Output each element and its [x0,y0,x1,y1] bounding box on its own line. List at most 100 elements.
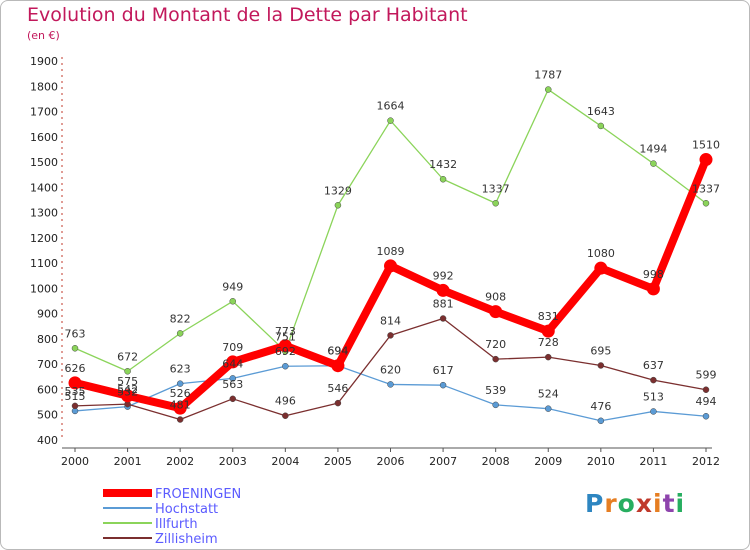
logo-letter: P [585,489,605,518]
data-label: 535 [65,385,86,398]
y-tick-label: 1500 [30,156,58,169]
data-label: 814 [380,314,401,327]
data-label: 773 [275,325,296,338]
x-tick-label: 2001 [114,455,142,468]
data-label: 626 [65,362,86,375]
data-label: 1337 [692,182,720,195]
data-label: 1089 [377,245,405,258]
logo-letter: r [604,489,618,518]
y-tick-label: 1000 [30,282,58,295]
data-point-froeningen [331,359,345,373]
data-point-froeningen [173,401,187,415]
x-tick-label: 2005 [324,455,352,468]
data-point-froeningen [384,259,397,273]
x-tick-label: 2002 [166,455,194,468]
data-point-illfurth [71,345,79,352]
y-tick-label: 1300 [30,207,58,220]
y-tick-label: 1100 [30,257,58,270]
data-point-zillisheim [702,386,710,393]
data-point-hochstatt [597,417,605,425]
data-point-zillisheim [282,412,289,419]
data-point-illfurth [229,298,236,305]
data-label: 599 [696,369,717,382]
data-label: 998 [643,268,664,281]
data-label: 526 [170,387,191,400]
data-point-hochstatt [702,412,710,420]
data-point-zillisheim [439,315,447,322]
data-label: 831 [538,310,559,323]
data-label: 822 [170,312,191,325]
data-point-zillisheim [387,332,394,339]
data-point-hochstatt [387,381,394,388]
data-point-illfurth [387,117,394,124]
data-label: 623 [170,363,191,376]
y-tick-label: 700 [37,358,58,371]
data-point-hochstatt [650,408,657,415]
logo-letter: i [675,489,686,518]
data-point-zillisheim [229,395,236,403]
data-label: 1329 [324,184,352,197]
data-label: 1643 [587,105,615,118]
data-label: 1080 [587,247,615,260]
y-tick-label: 600 [37,383,58,396]
legend-label: Zillisheim [155,532,218,547]
y-tick-label: 500 [37,409,58,422]
data-point-hochstatt [176,380,184,387]
data-point-froeningen [646,282,660,296]
data-point-hochstatt [282,362,289,370]
data-label: 695 [590,344,611,357]
data-point-zillisheim [650,376,657,384]
data-point-illfurth [334,202,342,209]
y-tick-label: 1400 [30,181,58,194]
y-tick-label: 1600 [30,131,58,144]
data-label: 763 [65,327,86,340]
data-point-illfurth [545,86,552,93]
data-point-hochstatt [545,405,552,412]
data-point-illfurth [702,200,710,207]
data-label: 1337 [482,182,510,195]
series-line-illfurth [74,88,707,372]
data-point-froeningen [489,305,503,319]
data-point-zillisheim [545,353,552,361]
y-tick-label: 1700 [30,106,58,119]
data-point-froeningen [68,376,82,390]
data-label: 881 [433,297,454,310]
data-label: 542 [117,383,138,396]
data-label: 1432 [429,158,457,171]
x-tick-label: 2010 [587,455,615,468]
data-label: 476 [590,400,611,413]
legend-label: FROENINGEN [155,487,241,502]
data-label: 532 [117,386,138,399]
logo-letter: x [635,489,653,518]
y-tick-label: 1900 [30,55,58,68]
data-label: 563 [222,378,243,391]
data-point-froeningen [121,389,135,403]
data-point-illfurth [492,200,499,207]
y-tick-label: 900 [37,308,58,321]
legend-label: Hochstatt [155,502,218,517]
y-tick-label: 400 [37,434,58,447]
logo-letter: t [662,489,676,518]
x-tick-label: 2004 [271,455,299,468]
data-point-illfurth [439,175,447,183]
data-point-zillisheim [71,402,79,410]
x-tick-label: 2011 [639,455,667,468]
legend-label: Illfurth [155,517,198,532]
y-tick-label: 1800 [30,80,58,93]
logo-letter: i [653,489,663,518]
data-label: 644 [222,357,243,370]
data-label: 575 [117,375,138,388]
proxiti-logo: Proxiti [585,489,685,518]
data-point-froeningen [226,355,240,369]
data-point-zillisheim [597,362,605,369]
chart-subtitle: (en €) [27,29,60,42]
data-label: 1494 [639,143,667,156]
data-point-zillisheim [334,399,342,407]
data-point-hochstatt [492,401,499,409]
data-label: 524 [538,388,559,401]
data-label: 515 [65,390,86,403]
x-tick-label: 2003 [219,455,247,468]
data-label: 692 [275,345,296,358]
x-tick-label: 2012 [692,455,720,468]
x-tick-label: 2000 [61,455,89,468]
